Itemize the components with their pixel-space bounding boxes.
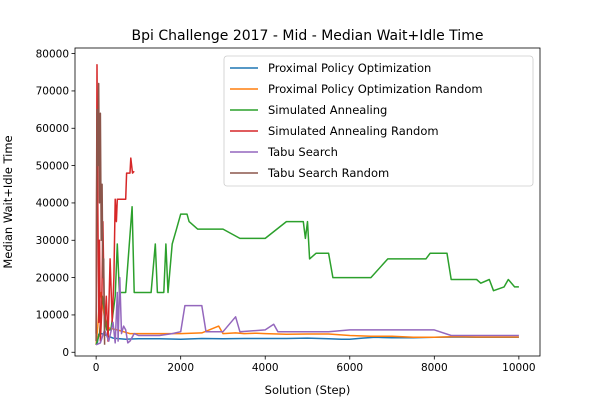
legend-label: Tabu Search <box>267 145 338 159</box>
series-line-tabu-search <box>95 276 519 346</box>
x-tick-label: 0 <box>93 362 100 374</box>
chart-title: Bpi Challenge 2017 - Mid - Median Wait+I… <box>132 28 484 44</box>
series-line-simulated-annealing-random <box>95 64 135 342</box>
y-tick-label: 60000 <box>36 123 69 135</box>
series-line-simulated-annealing <box>95 205 519 346</box>
legend-label: Proximal Policy Optimization <box>268 61 431 75</box>
legend-label: Tabu Search Random <box>267 166 389 180</box>
legend-label: Simulated Annealing <box>268 103 387 117</box>
plot-frame <box>74 47 541 357</box>
x-tick-label: 10000 <box>502 362 535 374</box>
y-tick-label: 20000 <box>36 272 69 284</box>
legend-label: Simulated Annealing Random <box>268 124 439 138</box>
y-tick-label: 40000 <box>36 198 69 210</box>
x-axis-label: Solution (Step) <box>265 383 351 397</box>
y-tick-label: 10000 <box>36 310 69 322</box>
axes-layer: 0 2000 4000 6000 8000 10000 0 10000 20000 30000 40… <box>36 47 541 374</box>
y-tick-label: 50000 <box>36 160 69 172</box>
y-tick-label: 70000 <box>36 86 69 98</box>
x-tick-label: 2000 <box>167 362 194 374</box>
legend: Proximal Policy Optimization Proximal Pol… <box>223 55 534 187</box>
x-tick-label: 4000 <box>252 362 279 374</box>
legend-box <box>223 55 534 187</box>
y-tick-label: 80000 <box>36 48 69 60</box>
y-tick-label: 30000 <box>36 235 69 247</box>
legend-label: Proximal Policy Optimization Random <box>268 82 483 96</box>
y-axis-label: Median Wait+Idle Time <box>1 135 15 268</box>
x-tick-label: 8000 <box>421 362 448 374</box>
series-line-proximal-policy-optimization-random <box>95 291 519 345</box>
series-line-tabu-search-random <box>95 82 106 345</box>
y-tick-label: 0 <box>62 347 69 359</box>
series-layer <box>95 64 519 346</box>
x-tick-label: 6000 <box>336 362 363 374</box>
